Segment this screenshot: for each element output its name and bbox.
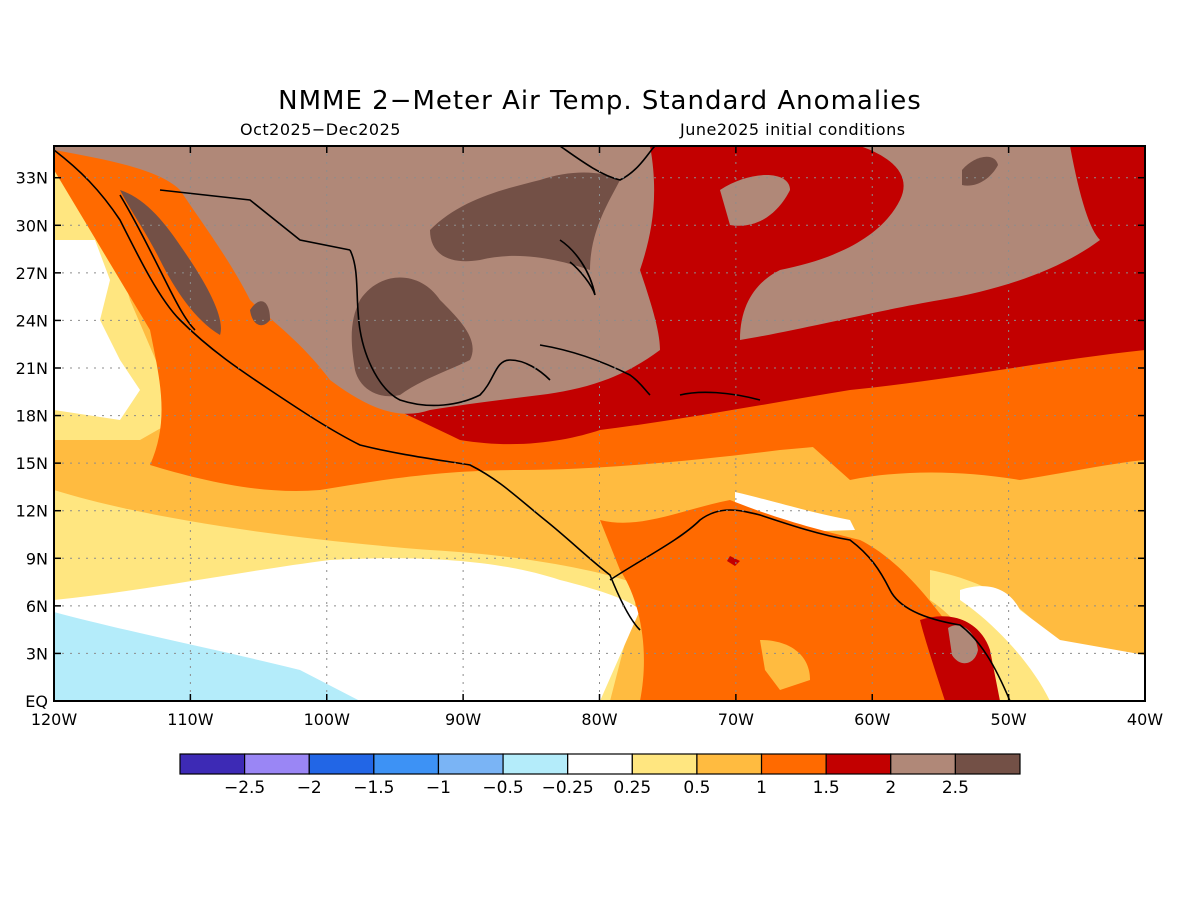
colorbar-label: 2.5 — [942, 778, 969, 798]
field-dark-brown-atlantic — [962, 156, 998, 186]
lon-tick-label: 70W — [718, 710, 754, 729]
lat-tick-label: 24N — [16, 311, 48, 330]
colorbar-swatch — [502, 753, 569, 775]
initial-conditions: June2025 initial conditions — [680, 120, 906, 139]
field-white-east — [960, 586, 1145, 701]
colorbar-swatch — [696, 753, 763, 775]
coast-florida — [559, 239, 596, 296]
colorbar-swatch — [567, 753, 633, 775]
field-light-brown-atlantic — [740, 146, 1100, 340]
colorbar-label: −0.25 — [542, 778, 594, 798]
coastlines — [54, 146, 1011, 701]
lon-tick-label: 90W — [445, 710, 481, 729]
field-light-blue — [54, 612, 360, 701]
colorbar-label: 0.5 — [683, 778, 710, 798]
lon-tick-label: 80W — [581, 710, 617, 729]
colorbar-label: 1 — [756, 778, 767, 798]
lon-tick-label: 100W — [304, 710, 351, 729]
colorbar-swatch — [760, 753, 827, 775]
coast-baja — [119, 194, 196, 331]
colorbar-label: −2 — [297, 778, 322, 798]
colorbar-label: −0.5 — [482, 778, 523, 798]
field-light-orange-venezuela — [760, 640, 810, 690]
colorbar-label: 2 — [885, 778, 896, 798]
lat-tick-label: 21N — [16, 359, 48, 378]
field-orange-south-america — [600, 500, 1000, 701]
field-light-brown-azores — [720, 175, 790, 226]
lat-tick-label: EQ — [25, 692, 48, 711]
lon-tick-label: 50W — [991, 710, 1027, 729]
lon-tick-label: 40W — [1127, 710, 1163, 729]
coast-us-east — [559, 146, 656, 181]
colorbar-swatch — [179, 753, 246, 775]
colorbar-swatch — [308, 753, 375, 775]
coast-gulf — [349, 249, 551, 407]
field-white-west — [54, 240, 140, 420]
lon-tick-label: 120W — [31, 710, 78, 729]
field-dark-brown-texas — [351, 277, 473, 397]
colorbar-label: 0.25 — [613, 778, 651, 798]
lon-tick-label: 110W — [167, 710, 214, 729]
lat-tick-label: 9N — [26, 549, 48, 568]
lat-tick-label: 15N — [16, 454, 48, 473]
lat-tick-label: 33N — [16, 169, 48, 188]
border-us-mexico — [159, 189, 351, 251]
lat-tick-label: 6N — [26, 597, 48, 616]
colorbar-swatch — [437, 753, 504, 775]
coast-pacific-mexico — [54, 149, 641, 631]
coast-hispaniola — [679, 391, 761, 401]
colorbar-swatch — [631, 753, 698, 775]
field-dark-brown-southeast — [430, 172, 620, 270]
lat-tick-label: 12N — [16, 502, 48, 521]
graticule — [54, 146, 1145, 701]
anomaly-fields — [54, 146, 1145, 701]
colorbar-swatch — [954, 753, 1021, 775]
coast-south-america-north — [609, 509, 1011, 701]
lat-tick-label: 3N — [26, 644, 48, 663]
figure-title: NMME 2−Meter Air Temp. Standard Anomalie… — [278, 86, 922, 116]
colorbar-swatch — [244, 753, 310, 775]
field-dark-brown-baja — [120, 190, 221, 335]
colorbar-label: 1.5 — [813, 778, 840, 798]
colorbar-label: −1.5 — [353, 778, 394, 798]
lat-tick-label: 30N — [16, 216, 48, 235]
colorbar-swatch — [825, 753, 892, 775]
coast-cuba — [539, 344, 651, 396]
colorbar-label: −1 — [426, 778, 451, 798]
forecast-period: Oct2025−Dec2025 — [240, 120, 401, 139]
lat-tick-label: 27N — [16, 264, 48, 283]
colorbar-swatch — [373, 753, 440, 775]
field-dark-brown-mexico-spot — [250, 301, 270, 326]
colorbar-swatch — [890, 753, 956, 775]
colorbar: −2.5 −2 −1.5 −1 −0.5 −0.25 0.25 0.5 1 1.5 2 2.5 — [179, 753, 1021, 798]
lat-tick-label: 18N — [16, 407, 48, 426]
field-red-spot — [727, 556, 740, 566]
field-light-orange-caribbean — [600, 460, 860, 509]
lon-tick-label: 60W — [854, 710, 890, 729]
colorbar-label: −2.5 — [224, 778, 265, 798]
